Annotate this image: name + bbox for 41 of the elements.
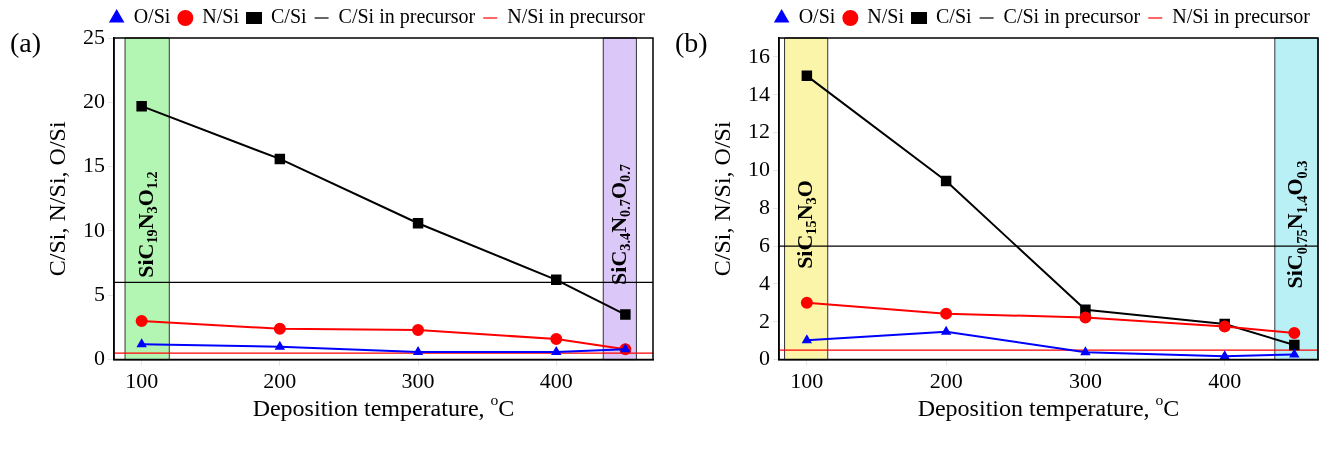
legend-label: C/Si: [271, 5, 308, 28]
y-tick-label: 14: [748, 80, 770, 106]
x-tick-label: 300: [1068, 367, 1102, 393]
y-axis-title: C/Si, N/Si, O/Si: [709, 121, 736, 277]
chart-title: (b): [675, 27, 708, 59]
legend-label: N/Si in precursor: [1172, 5, 1311, 29]
legend-label: C/Si in precursor: [1003, 5, 1141, 29]
y-tick-label: 15: [83, 152, 105, 178]
legend-label: N/Si: [202, 5, 240, 28]
y-tick-label: 4: [759, 269, 770, 295]
x-tick-label: 200: [263, 367, 297, 393]
y-tick-label: 0: [94, 345, 105, 371]
x-tick-label: 100: [125, 367, 159, 393]
y-tick-label: 16: [748, 42, 770, 68]
y-tick-label: 25: [83, 23, 105, 49]
y-tick-label: 2: [759, 307, 770, 333]
y-tick-label: 10: [83, 216, 105, 242]
y-tick-label: 20: [83, 88, 105, 114]
legend-label: O/Si: [798, 5, 836, 28]
legend-label: C/Si in precursor: [338, 5, 476, 29]
y-tick-label: 10: [748, 156, 770, 182]
band-label: SiC3.4N0.7O0.7: [605, 164, 634, 285]
x-tick-label: 100: [790, 367, 824, 393]
y-tick-label: 6: [759, 231, 770, 257]
legend-label: O/Si: [133, 5, 171, 28]
y-axis-title: C/Si, N/Si, O/Si: [44, 121, 71, 277]
x-tick-label: 400: [539, 367, 573, 393]
x-tick-label: 200: [929, 367, 963, 393]
x-tick-label: 300: [401, 367, 435, 393]
band-label: SiC19N3O1.2: [132, 171, 161, 278]
legend-label: N/Si in precursor: [507, 5, 646, 29]
band-label: SiC0.75N1.4O0.3: [1282, 160, 1310, 289]
legend-label: N/Si: [867, 5, 905, 28]
y-tick-label: 5: [94, 281, 105, 307]
legend-label: C/Si: [936, 5, 973, 28]
band-label: SiC15N3O: [791, 180, 820, 269]
y-tick-label: 8: [759, 194, 770, 220]
x-tick-label: 400: [1208, 367, 1242, 393]
y-tick-label: 12: [748, 118, 770, 144]
chart-title: (a): [10, 27, 42, 59]
y-tick-label: 0: [759, 345, 770, 371]
